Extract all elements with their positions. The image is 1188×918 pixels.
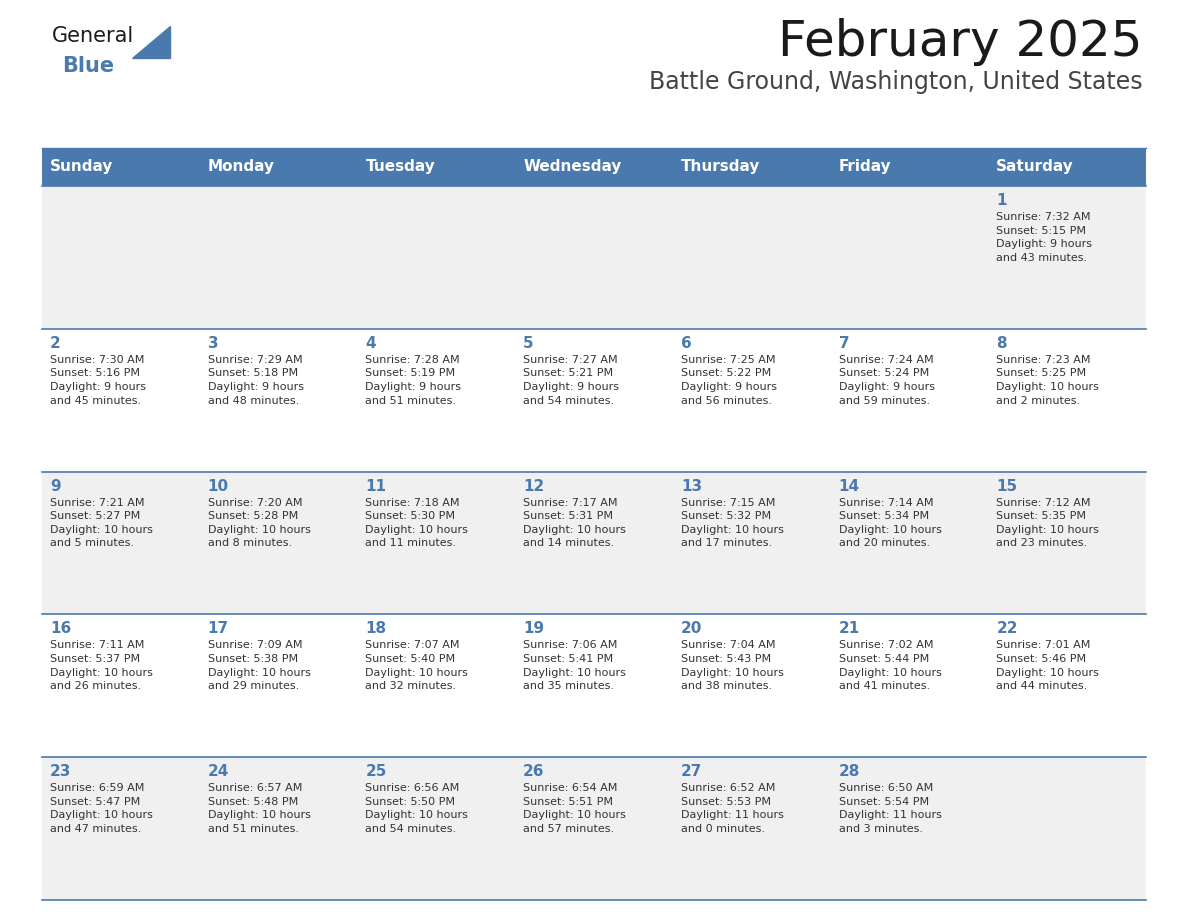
Text: Sunrise: 6:54 AM
Sunset: 5:51 PM
Daylight: 10 hours
and 57 minutes.: Sunrise: 6:54 AM Sunset: 5:51 PM Dayligh…: [523, 783, 626, 834]
Text: Tuesday: Tuesday: [366, 160, 435, 174]
Text: 3: 3: [208, 336, 219, 351]
Text: Wednesday: Wednesday: [523, 160, 621, 174]
Text: Thursday: Thursday: [681, 160, 760, 174]
Text: 12: 12: [523, 478, 544, 494]
Text: 22: 22: [997, 621, 1018, 636]
Bar: [42, 148, 1146, 186]
Text: Sunrise: 6:59 AM
Sunset: 5:47 PM
Daylight: 10 hours
and 47 minutes.: Sunrise: 6:59 AM Sunset: 5:47 PM Dayligh…: [50, 783, 153, 834]
Text: Sunrise: 7:02 AM
Sunset: 5:44 PM
Daylight: 10 hours
and 41 minutes.: Sunrise: 7:02 AM Sunset: 5:44 PM Dayligh…: [839, 641, 941, 691]
Text: Sunrise: 7:12 AM
Sunset: 5:35 PM
Daylight: 10 hours
and 23 minutes.: Sunrise: 7:12 AM Sunset: 5:35 PM Dayligh…: [997, 498, 1099, 548]
Text: Sunrise: 7:28 AM
Sunset: 5:19 PM
Daylight: 9 hours
and 51 minutes.: Sunrise: 7:28 AM Sunset: 5:19 PM Dayligh…: [366, 354, 461, 406]
Text: 19: 19: [523, 621, 544, 636]
Text: Sunrise: 7:20 AM
Sunset: 5:28 PM
Daylight: 10 hours
and 8 minutes.: Sunrise: 7:20 AM Sunset: 5:28 PM Dayligh…: [208, 498, 310, 548]
Bar: [42, 186, 1146, 329]
Text: Sunrise: 7:27 AM
Sunset: 5:21 PM
Daylight: 9 hours
and 54 minutes.: Sunrise: 7:27 AM Sunset: 5:21 PM Dayligh…: [523, 354, 619, 406]
Text: 1: 1: [997, 193, 1006, 208]
Text: Sunrise: 6:52 AM
Sunset: 5:53 PM
Daylight: 11 hours
and 0 minutes.: Sunrise: 6:52 AM Sunset: 5:53 PM Dayligh…: [681, 783, 784, 834]
Text: Sunrise: 7:04 AM
Sunset: 5:43 PM
Daylight: 10 hours
and 38 minutes.: Sunrise: 7:04 AM Sunset: 5:43 PM Dayligh…: [681, 641, 784, 691]
Text: 9: 9: [50, 478, 61, 494]
Text: 28: 28: [839, 764, 860, 779]
Text: Battle Ground, Washington, United States: Battle Ground, Washington, United States: [650, 70, 1143, 94]
Text: 15: 15: [997, 478, 1017, 494]
Text: 4: 4: [366, 336, 377, 351]
Text: Sunrise: 7:01 AM
Sunset: 5:46 PM
Daylight: 10 hours
and 44 minutes.: Sunrise: 7:01 AM Sunset: 5:46 PM Dayligh…: [997, 641, 1099, 691]
Text: 18: 18: [366, 621, 386, 636]
Text: Sunrise: 7:18 AM
Sunset: 5:30 PM
Daylight: 10 hours
and 11 minutes.: Sunrise: 7:18 AM Sunset: 5:30 PM Dayligh…: [366, 498, 468, 548]
Text: 14: 14: [839, 478, 860, 494]
Text: 23: 23: [50, 764, 71, 779]
Text: Sunrise: 7:25 AM
Sunset: 5:22 PM
Daylight: 9 hours
and 56 minutes.: Sunrise: 7:25 AM Sunset: 5:22 PM Dayligh…: [681, 354, 777, 406]
Text: Sunrise: 7:32 AM
Sunset: 5:15 PM
Daylight: 9 hours
and 43 minutes.: Sunrise: 7:32 AM Sunset: 5:15 PM Dayligh…: [997, 212, 1092, 263]
Text: Sunrise: 6:50 AM
Sunset: 5:54 PM
Daylight: 11 hours
and 3 minutes.: Sunrise: 6:50 AM Sunset: 5:54 PM Dayligh…: [839, 783, 941, 834]
Bar: [42, 472, 1146, 614]
Bar: [42, 329, 1146, 472]
Bar: [42, 757, 1146, 900]
Text: 24: 24: [208, 764, 229, 779]
Text: 10: 10: [208, 478, 229, 494]
Text: Blue: Blue: [62, 56, 114, 76]
Text: 7: 7: [839, 336, 849, 351]
Text: Sunrise: 6:57 AM
Sunset: 5:48 PM
Daylight: 10 hours
and 51 minutes.: Sunrise: 6:57 AM Sunset: 5:48 PM Dayligh…: [208, 783, 310, 834]
Text: 6: 6: [681, 336, 691, 351]
Text: Sunrise: 7:15 AM
Sunset: 5:32 PM
Daylight: 10 hours
and 17 minutes.: Sunrise: 7:15 AM Sunset: 5:32 PM Dayligh…: [681, 498, 784, 548]
Text: Sunrise: 7:21 AM
Sunset: 5:27 PM
Daylight: 10 hours
and 5 minutes.: Sunrise: 7:21 AM Sunset: 5:27 PM Dayligh…: [50, 498, 153, 548]
Text: General: General: [52, 26, 134, 46]
Text: Saturday: Saturday: [997, 160, 1074, 174]
Text: 16: 16: [50, 621, 71, 636]
Text: Sunrise: 7:24 AM
Sunset: 5:24 PM
Daylight: 9 hours
and 59 minutes.: Sunrise: 7:24 AM Sunset: 5:24 PM Dayligh…: [839, 354, 935, 406]
Text: Sunrise: 7:07 AM
Sunset: 5:40 PM
Daylight: 10 hours
and 32 minutes.: Sunrise: 7:07 AM Sunset: 5:40 PM Dayligh…: [366, 641, 468, 691]
Text: Monday: Monday: [208, 160, 274, 174]
Text: Sunrise: 7:17 AM
Sunset: 5:31 PM
Daylight: 10 hours
and 14 minutes.: Sunrise: 7:17 AM Sunset: 5:31 PM Dayligh…: [523, 498, 626, 548]
Text: 17: 17: [208, 621, 229, 636]
Text: Sunrise: 7:09 AM
Sunset: 5:38 PM
Daylight: 10 hours
and 29 minutes.: Sunrise: 7:09 AM Sunset: 5:38 PM Dayligh…: [208, 641, 310, 691]
Text: Sunrise: 7:30 AM
Sunset: 5:16 PM
Daylight: 9 hours
and 45 minutes.: Sunrise: 7:30 AM Sunset: 5:16 PM Dayligh…: [50, 354, 146, 406]
Text: Sunrise: 7:14 AM
Sunset: 5:34 PM
Daylight: 10 hours
and 20 minutes.: Sunrise: 7:14 AM Sunset: 5:34 PM Dayligh…: [839, 498, 941, 548]
Text: 26: 26: [523, 764, 544, 779]
Text: 20: 20: [681, 621, 702, 636]
Text: 5: 5: [523, 336, 533, 351]
Text: 13: 13: [681, 478, 702, 494]
Polygon shape: [132, 26, 170, 58]
Text: Sunrise: 7:11 AM
Sunset: 5:37 PM
Daylight: 10 hours
and 26 minutes.: Sunrise: 7:11 AM Sunset: 5:37 PM Dayligh…: [50, 641, 153, 691]
Text: Sunrise: 7:29 AM
Sunset: 5:18 PM
Daylight: 9 hours
and 48 minutes.: Sunrise: 7:29 AM Sunset: 5:18 PM Dayligh…: [208, 354, 304, 406]
Text: 25: 25: [366, 764, 387, 779]
Text: Sunday: Sunday: [50, 160, 113, 174]
Bar: [42, 614, 1146, 757]
Text: 21: 21: [839, 621, 860, 636]
Text: 27: 27: [681, 764, 702, 779]
Text: 8: 8: [997, 336, 1007, 351]
Text: 2: 2: [50, 336, 61, 351]
Text: 11: 11: [366, 478, 386, 494]
Text: Sunrise: 7:06 AM
Sunset: 5:41 PM
Daylight: 10 hours
and 35 minutes.: Sunrise: 7:06 AM Sunset: 5:41 PM Dayligh…: [523, 641, 626, 691]
Text: Friday: Friday: [839, 160, 891, 174]
Text: February 2025: February 2025: [778, 18, 1143, 66]
Text: Sunrise: 7:23 AM
Sunset: 5:25 PM
Daylight: 10 hours
and 2 minutes.: Sunrise: 7:23 AM Sunset: 5:25 PM Dayligh…: [997, 354, 1099, 406]
Text: Sunrise: 6:56 AM
Sunset: 5:50 PM
Daylight: 10 hours
and 54 minutes.: Sunrise: 6:56 AM Sunset: 5:50 PM Dayligh…: [366, 783, 468, 834]
